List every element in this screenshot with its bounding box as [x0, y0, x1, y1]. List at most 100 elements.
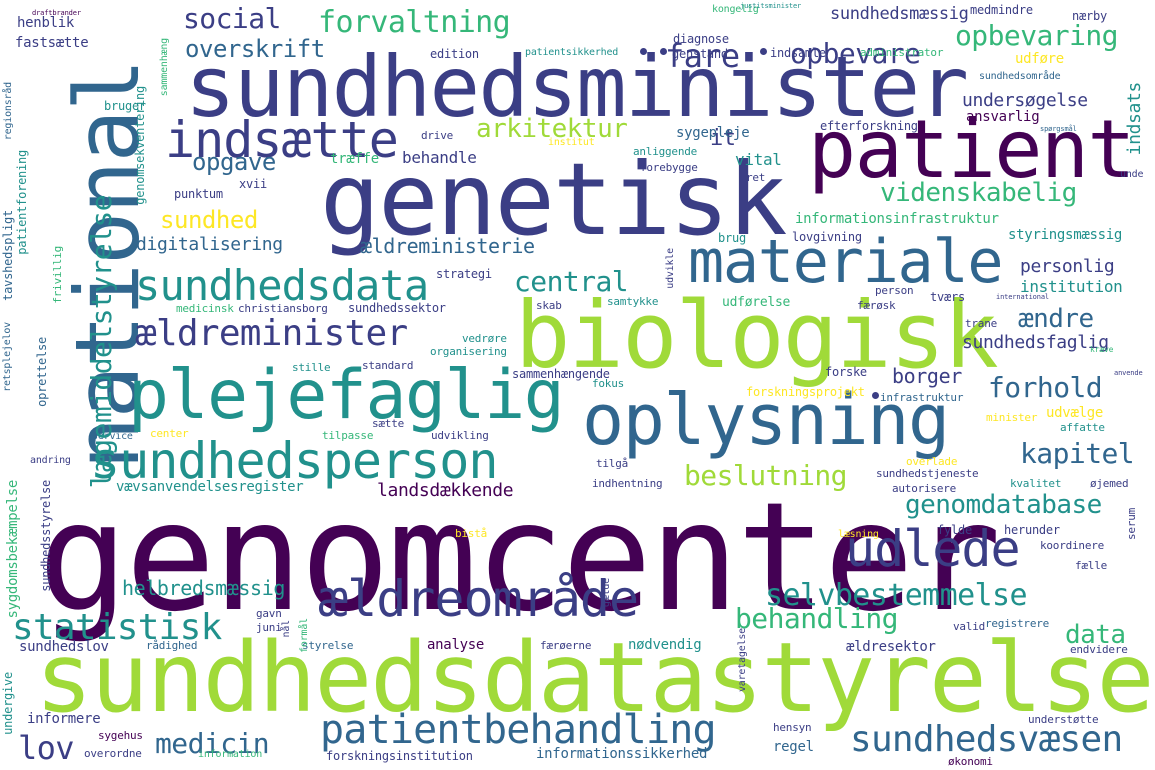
- word-hensyn: hensyn: [773, 721, 812, 734]
- word-videnskabelig: videnskabelig: [880, 178, 1077, 208]
- word-personlig: personlig: [1020, 256, 1115, 277]
- word-minister: minister: [986, 411, 1038, 424]
- word-administrator: administrator: [860, 46, 944, 59]
- word-medicin: medicin: [155, 727, 270, 760]
- word-sundhedssektor: sundhedssektor: [348, 301, 446, 315]
- word-raadighed: rådighed: [146, 639, 198, 652]
- word-statistisk: statistisk: [12, 607, 222, 648]
- word-oplysning: oplysning: [582, 379, 950, 461]
- word-udvikling: udvikling: [431, 429, 489, 442]
- word-vital: vital: [735, 150, 782, 169]
- word-indsats: indsats: [1124, 82, 1145, 156]
- word-tilpasse: tilpasse: [322, 429, 374, 442]
- word-sundhedslov: sundhedslov: [19, 639, 109, 655]
- word-kongelig: kongelig: [712, 4, 759, 15]
- word-genetisk: genetisk: [320, 141, 788, 258]
- word-gaelde: gælde: [601, 578, 612, 608]
- word-oprettelse: oprettelse: [35, 337, 49, 407]
- word-laegemiddelstyrelse: lægemiddelstyrelse: [85, 195, 118, 489]
- word-sammenhaeng: sammenhæng: [159, 38, 170, 97]
- word-justitsminister: justitsminister: [740, 2, 802, 10]
- word-udlede: udlede: [845, 520, 1021, 578]
- word-anliggende: anliggende: [633, 145, 698, 158]
- word-udvaelge: udvælge: [1046, 405, 1104, 421]
- word-sundhedsstyrelse: sundhedsstyrelse: [39, 480, 53, 592]
- word-tvaers: tværs: [930, 290, 965, 304]
- word-oejemed: øjemed: [1090, 477, 1129, 490]
- word-sundhedsperson: sundhedsperson: [90, 432, 498, 490]
- word-opbevare: opbevare: [790, 37, 921, 70]
- word-indhentning: indhentning: [592, 477, 663, 490]
- word-patientforening: patientforening: [15, 150, 29, 255]
- word-styringsmaessig: styringsmæssig: [1008, 227, 1123, 243]
- word-draftbrander: draftbrander: [32, 9, 81, 17]
- word-helbredsmaessig: helbredsmæssig: [122, 576, 285, 600]
- dot-marker: [640, 48, 647, 55]
- word-indsaette: indsætte: [165, 111, 399, 169]
- word-it: it: [710, 126, 736, 151]
- word-materiale: materiale: [688, 227, 1004, 297]
- word-social: social: [183, 2, 281, 35]
- dot-marker: [660, 48, 667, 55]
- word-ret: ret: [746, 171, 766, 184]
- word-lovgivning: lovgivning: [792, 230, 862, 244]
- word-affatte: affatte: [1060, 421, 1105, 434]
- word-ansvarlig: ansvarlig: [966, 109, 1040, 125]
- word-noedvendig: nødvendig: [628, 637, 702, 653]
- word-vedroere: vedrøre: [462, 332, 507, 345]
- word-digitalisering: digitalisering: [136, 234, 283, 255]
- word-sundhedsdata: sundhedsdata: [135, 261, 429, 310]
- word-koordinere: koordinere: [1040, 539, 1105, 552]
- word-frivillig: frivillig: [51, 246, 64, 304]
- word-genomcenter: genomcenter: [38, 471, 1001, 645]
- word-kapitel: kapitel: [1020, 437, 1135, 470]
- word-forhold: forhold: [988, 371, 1103, 404]
- word-aeldreminister: ældreminister: [135, 313, 408, 354]
- word-organisering: organisering: [430, 345, 507, 358]
- word-drive: drive: [421, 129, 454, 142]
- word-andring: andring: [30, 455, 71, 466]
- word-person: person: [875, 284, 914, 297]
- word-endvidere: endvidere: [1070, 643, 1128, 656]
- word-faelle: fælle: [1075, 559, 1108, 572]
- word-christiansborg: christiansborg: [238, 302, 328, 315]
- word-sundhedstjeneste: sundhedstjeneste: [876, 467, 979, 480]
- word-arkitektur: arkitektur: [476, 114, 628, 144]
- word-international: international: [996, 293, 1049, 301]
- word-sundhedsfaglig: sundhedsfaglig: [962, 332, 1109, 353]
- word-henblik: henblik: [17, 15, 75, 31]
- word-data: data: [1065, 620, 1126, 650]
- word-standard: standard: [362, 359, 414, 372]
- word-punktum: punktum: [174, 187, 223, 201]
- word-efterforskning: efterforskning: [820, 119, 918, 133]
- word-aeldresektor: ældresektor: [846, 639, 936, 655]
- word-regionsraad: regionsråd: [3, 82, 14, 141]
- word-medicinsk: medicinsk: [176, 302, 234, 315]
- word-fokus: fokus: [592, 377, 625, 390]
- word-aeldreomraade: ældreområde: [318, 570, 639, 628]
- word-informere: informere: [27, 711, 101, 727]
- word-skab: skab: [536, 299, 562, 312]
- word-varetagelse: varetagelse: [737, 628, 748, 693]
- word-aeldreministerie: ældreministerie: [360, 234, 535, 258]
- word-informationssikkerhed: informationssikkerhed: [536, 746, 708, 762]
- word-faeroeerne: færøerne: [540, 639, 592, 652]
- word-selvbestemmelse: selvbestemmelse: [765, 578, 1028, 613]
- word-autorisere: autorisere: [892, 482, 957, 495]
- word-sammenhaengende: sammenhængende: [512, 367, 610, 381]
- word-service: service: [92, 431, 133, 442]
- word-lov: lov: [18, 729, 75, 767]
- word-brug: brug: [718, 231, 746, 245]
- dot-marker: [872, 392, 879, 399]
- word-borger: borger: [892, 364, 962, 388]
- word-valid: valid: [953, 620, 986, 633]
- word-overlade: overlade: [906, 455, 958, 468]
- word-trane: trane: [965, 317, 998, 330]
- word-tavshedspligt: tavshedspligt: [1, 210, 15, 301]
- word-anvende: anvende: [1114, 369, 1143, 377]
- word-gavn: gavn: [256, 607, 282, 620]
- word-sundhedsdatastyrelse: sundhedsdatastyrelse: [35, 622, 1154, 734]
- word-serum: serum: [1125, 508, 1138, 541]
- word-diagnose: diagnose: [673, 32, 729, 46]
